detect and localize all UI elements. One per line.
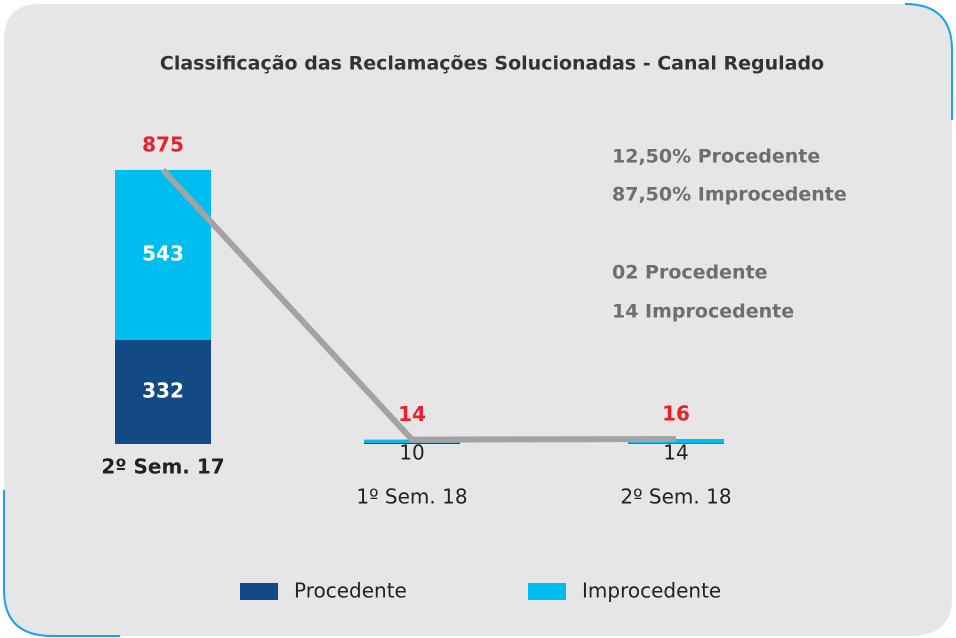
legend-label: Improcedente [582, 579, 721, 603]
annotation: 02 Procedente [612, 262, 768, 284]
value-label: 14 [663, 441, 688, 465]
bar-segment [364, 442, 460, 444]
value-label: 10 [399, 441, 424, 465]
legend-label: Procedente [294, 579, 407, 603]
x-tick-label: 2º Sem. 18 [620, 485, 731, 509]
card [4, 4, 952, 636]
x-tick-label: 2º Sem. 17 [101, 455, 224, 479]
value-label: 543 [142, 242, 184, 266]
card-corner [3, 490, 120, 637]
legend-swatch [528, 583, 566, 600]
card-corner [904, 3, 953, 120]
bar-segment [115, 170, 211, 341]
bar-segment [115, 340, 211, 444]
value-label: 332 [142, 379, 184, 403]
total-label: 16 [662, 401, 690, 425]
bar-segment [628, 443, 724, 444]
annotation: 12,50% Procedente [612, 146, 820, 168]
total-label: 14 [398, 402, 426, 426]
x-tick-label: 1º Sem. 18 [356, 485, 467, 509]
annotation: 87,50% Improcedente [612, 184, 847, 206]
chart-title: Classificação das Reclamações Solucionad… [160, 53, 824, 75]
total-label: 875 [142, 133, 184, 157]
legend-swatch [240, 583, 278, 600]
total-line [160, 167, 677, 443]
annotation: 14 Improcedente [612, 301, 794, 323]
